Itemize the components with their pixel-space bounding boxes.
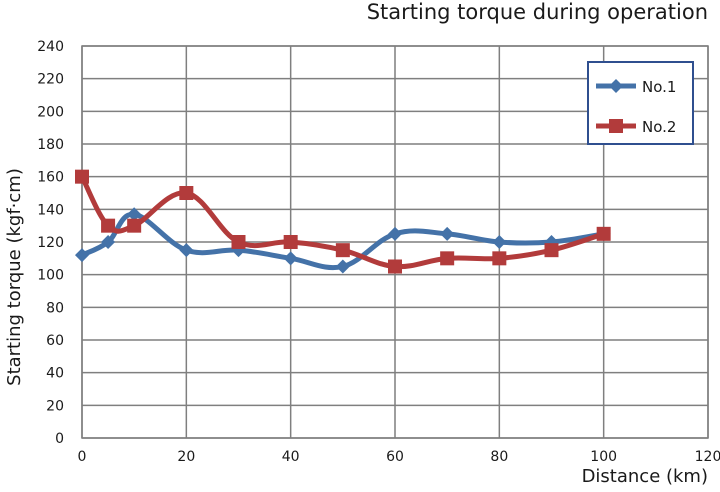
y-tick-label: 180	[37, 137, 64, 153]
series-no1	[75, 207, 611, 274]
series-no1-point	[388, 226, 402, 241]
plot-area-border	[81, 45, 709, 439]
series-no2-point	[127, 218, 142, 233]
x-tick-label: 0	[78, 449, 87, 465]
y-tick-label: 160	[37, 170, 64, 186]
series-no2-point	[283, 235, 298, 249]
series-no1-point	[127, 207, 142, 222]
x-tick-label: 60	[386, 449, 404, 465]
legend-no1-swatch-marker	[609, 79, 623, 93]
series-lines	[75, 169, 611, 274]
x-tick-label: 20	[177, 449, 195, 465]
x-tick-label: 100	[590, 449, 617, 465]
y-tick-label: 100	[37, 268, 64, 284]
x-tick-label: 120	[695, 449, 720, 465]
series-no2-point	[231, 235, 246, 249]
legend-box	[587, 61, 694, 145]
y-tick-label: 140	[37, 202, 64, 218]
series-no1-point	[492, 235, 507, 249]
axis-ticks: 0 20 40 60 80 100 120 140 160 180 200 220 240 0 20 40 60…	[37, 39, 720, 465]
chart-title: Starting torque during operation	[366, 0, 708, 24]
y-tick-label: 120	[37, 235, 64, 251]
x-tick-label: 80	[490, 449, 508, 465]
y-tick-label: 0	[55, 431, 64, 447]
series-no2-point	[440, 251, 455, 266]
y-tick-label: 200	[37, 104, 64, 120]
x-tick-label: 40	[282, 449, 300, 465]
series-no1-point	[440, 226, 455, 241]
series-no2-point	[492, 251, 507, 266]
y-tick-label: 20	[46, 398, 64, 414]
legend: No.1 No.2	[587, 61, 694, 145]
series-no2-point	[335, 243, 350, 258]
series-no1-point	[75, 248, 89, 263]
series-no2-point	[596, 226, 611, 241]
y-tick-label: 220	[37, 72, 64, 88]
series-no2-point	[75, 169, 89, 184]
series-no2-point	[544, 243, 559, 258]
y-tick-label: 60	[46, 333, 64, 349]
series-no2-point	[179, 186, 194, 200]
legend-no2-swatch-marker	[609, 119, 623, 133]
legend-no2-label: No.2	[642, 118, 676, 136]
y-tick-label: 40	[46, 366, 64, 382]
series-no1-point	[101, 235, 116, 249]
y-tick-label: 80	[46, 300, 64, 316]
legend-no1-label: No.1	[642, 78, 676, 96]
series-no2-point	[101, 218, 116, 233]
y-tick-label: 240	[37, 39, 64, 55]
series-no1-point	[179, 243, 194, 258]
series-no2	[75, 169, 611, 274]
series-no2-point	[388, 259, 402, 274]
series-no1-point	[335, 259, 350, 274]
series-no1-point	[283, 251, 298, 266]
x-axis-label: Distance (km)	[581, 466, 708, 487]
